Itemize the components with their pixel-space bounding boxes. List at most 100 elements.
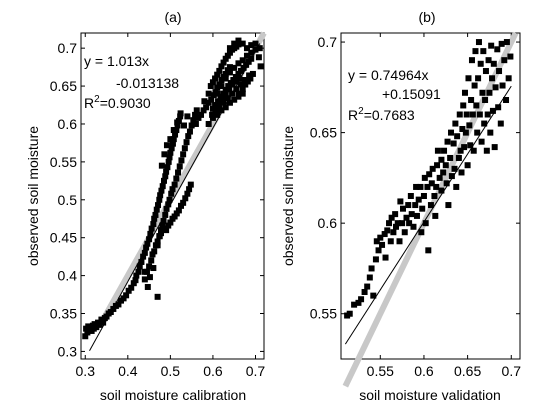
panel-a-point bbox=[242, 81, 249, 88]
panel-a-point bbox=[178, 202, 185, 209]
panel-a-point bbox=[215, 101, 222, 108]
panel-b-point bbox=[428, 180, 435, 187]
panel-a-ytick-label: 0.7 bbox=[58, 40, 78, 56]
panel-a-point bbox=[222, 55, 229, 62]
panel-b-ytick-label: 0.65 bbox=[310, 125, 337, 141]
panel-a-point bbox=[163, 205, 170, 212]
panel-a-point bbox=[175, 207, 182, 214]
panel-a-point bbox=[226, 99, 233, 106]
panel-b-point bbox=[394, 220, 401, 227]
panel-a-point bbox=[226, 69, 233, 76]
panel-a-point bbox=[120, 295, 127, 302]
panel-a-point bbox=[248, 42, 255, 49]
panel-a-yticks: 0.3 0.35 0.4 0.45 0.5 0.55 0.6 0.65 0.7 bbox=[50, 40, 264, 359]
panel-b-point bbox=[499, 82, 506, 89]
panel-b-point bbox=[476, 111, 483, 118]
panel-a-r2-superscript: 2 bbox=[94, 94, 100, 105]
panel-b-r2-superscript: 2 bbox=[358, 106, 364, 117]
panel-a-point bbox=[231, 96, 238, 103]
panel-a-point bbox=[140, 253, 147, 260]
panel-a-point bbox=[249, 70, 256, 77]
panel-a-point bbox=[256, 45, 263, 52]
panel-a-point bbox=[157, 192, 164, 199]
panel-b-point bbox=[467, 142, 474, 149]
panel-b-point bbox=[370, 292, 377, 299]
panel-b-point bbox=[413, 212, 420, 219]
panel-b-point bbox=[457, 147, 464, 154]
panel-b-ytick-label: 0.6 bbox=[318, 215, 338, 231]
panel-a-point bbox=[222, 104, 229, 111]
panel-a-point bbox=[226, 86, 233, 93]
panel-b-point bbox=[412, 202, 419, 209]
panel-b-point bbox=[463, 111, 470, 118]
panel-a-point bbox=[192, 111, 199, 118]
panel-a-xtick-label: 0.6 bbox=[203, 363, 223, 379]
panel-b-point bbox=[455, 154, 462, 161]
panel-a-point bbox=[168, 145, 175, 152]
panel-a-point bbox=[154, 293, 161, 300]
panel-b: (b) 0.55 0.6 0.65 0.7 0.55 0.6 0.65 0.7 y = 0.… bbox=[280, 9, 521, 403]
panel-b-point bbox=[420, 193, 427, 199]
panel-a-point bbox=[176, 163, 183, 170]
panel-a-point bbox=[156, 196, 163, 203]
panel-a-point bbox=[244, 78, 251, 85]
panel-a-point bbox=[144, 240, 151, 247]
panel-b-point bbox=[471, 82, 478, 89]
panel-a-point bbox=[180, 122, 187, 129]
panel-a-point bbox=[212, 75, 219, 82]
panel-b-point bbox=[429, 165, 436, 172]
panel-a-point bbox=[161, 151, 168, 158]
panel-a-point bbox=[203, 104, 210, 111]
panel-b-point bbox=[474, 129, 481, 136]
panel-b-point bbox=[406, 220, 413, 227]
panel-a-point bbox=[220, 99, 227, 106]
panel-a-point bbox=[169, 140, 176, 147]
panel-b-point bbox=[488, 42, 495, 49]
panel-b-point bbox=[472, 48, 479, 55]
panel-b-point bbox=[478, 138, 485, 145]
panel-b-point bbox=[440, 169, 447, 176]
panel-a-point bbox=[235, 41, 242, 48]
panel-a-label: (a) bbox=[164, 9, 181, 25]
panel-a-point bbox=[232, 78, 239, 85]
panel-a-point bbox=[212, 102, 219, 109]
panel-b-point bbox=[447, 154, 454, 161]
panel-a-point bbox=[205, 99, 212, 106]
panel-a-point bbox=[160, 218, 167, 225]
panel-b-xtick-label: 0.7 bbox=[502, 363, 522, 379]
panel-a-point bbox=[165, 222, 172, 229]
panel-a-point bbox=[167, 136, 174, 143]
panel-a-point bbox=[222, 70, 229, 77]
panel-a-point bbox=[138, 258, 145, 265]
panel-a-point bbox=[239, 57, 246, 64]
panel-a-point bbox=[148, 225, 155, 232]
panel-a-equation-line2: -0.013138 bbox=[116, 75, 179, 91]
panel-b-r2-text: R2=0.7683 bbox=[348, 106, 415, 123]
panel-b-point bbox=[507, 53, 514, 60]
panel-b-point bbox=[366, 274, 373, 281]
panel-a-xtick-label: 0.4 bbox=[118, 363, 138, 379]
panel-a-point bbox=[243, 45, 250, 52]
panel-a-point bbox=[222, 90, 229, 97]
panel-b-point bbox=[497, 120, 504, 127]
panel-a-point bbox=[160, 177, 167, 184]
panel-b-point bbox=[399, 205, 406, 212]
panel-a-ytick-label: 0.55 bbox=[50, 154, 77, 170]
panel-a-point bbox=[125, 287, 132, 294]
panel-a-point bbox=[235, 90, 242, 97]
panel-a-point bbox=[177, 110, 184, 117]
panel-a-point bbox=[128, 284, 135, 291]
panel-a: (a) 0.3 0.4 0.5 0.6 0.7 0.3 0.35 0.4 0.45 0.5 0.5… bbox=[25, 9, 267, 403]
panel-a-point bbox=[186, 128, 193, 135]
panel-a-point bbox=[169, 186, 176, 193]
panel-b-point bbox=[421, 174, 428, 181]
panel-b-point bbox=[448, 173, 455, 180]
panel-b-point bbox=[450, 140, 457, 147]
panel-a-point bbox=[141, 276, 148, 283]
panel-a-point bbox=[166, 154, 173, 161]
panel-a-point bbox=[214, 71, 221, 78]
panel-a-point bbox=[173, 210, 180, 217]
panel-b-point bbox=[486, 89, 493, 96]
panel-b-point bbox=[403, 214, 410, 221]
